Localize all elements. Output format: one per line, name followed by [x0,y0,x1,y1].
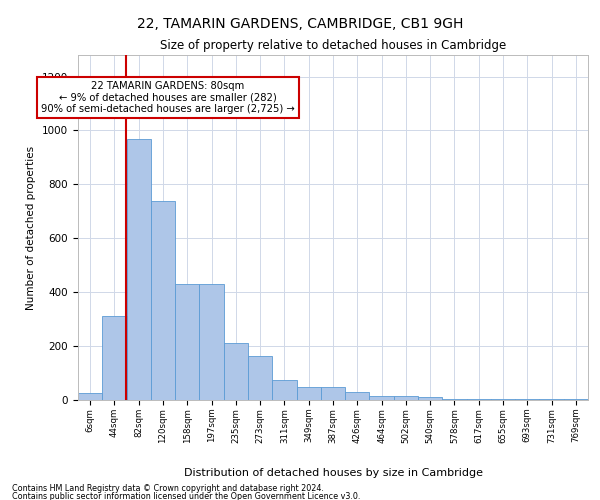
Bar [418,398,442,400]
Bar [224,344,248,400]
Bar [296,386,321,400]
Bar [345,392,370,400]
Bar [272,380,296,400]
Bar [564,398,588,400]
Bar [78,394,102,400]
Title: Size of property relative to detached houses in Cambridge: Size of property relative to detached ho… [160,40,506,52]
Text: Distribution of detached houses by size in Cambridge: Distribution of detached houses by size … [184,468,482,477]
Bar [199,284,224,400]
Text: Contains public sector information licensed under the Open Government Licence v3: Contains public sector information licen… [12,492,361,500]
Bar [491,398,515,400]
Y-axis label: Number of detached properties: Number of detached properties [26,146,37,310]
Bar [539,398,564,400]
Bar [127,138,151,400]
Bar [102,316,127,400]
Bar [467,398,491,400]
Bar [442,398,467,400]
Text: Contains HM Land Registry data © Crown copyright and database right 2024.: Contains HM Land Registry data © Crown c… [12,484,324,493]
Text: 22 TAMARIN GARDENS: 80sqm
← 9% of detached houses are smaller (282)
90% of semi-: 22 TAMARIN GARDENS: 80sqm ← 9% of detach… [41,80,295,114]
Bar [370,396,394,400]
Bar [394,396,418,400]
Text: 22, TAMARIN GARDENS, CAMBRIDGE, CB1 9GH: 22, TAMARIN GARDENS, CAMBRIDGE, CB1 9GH [137,18,463,32]
Bar [515,398,539,400]
Bar [151,200,175,400]
Bar [175,284,199,400]
Bar [248,356,272,400]
Bar [321,386,345,400]
